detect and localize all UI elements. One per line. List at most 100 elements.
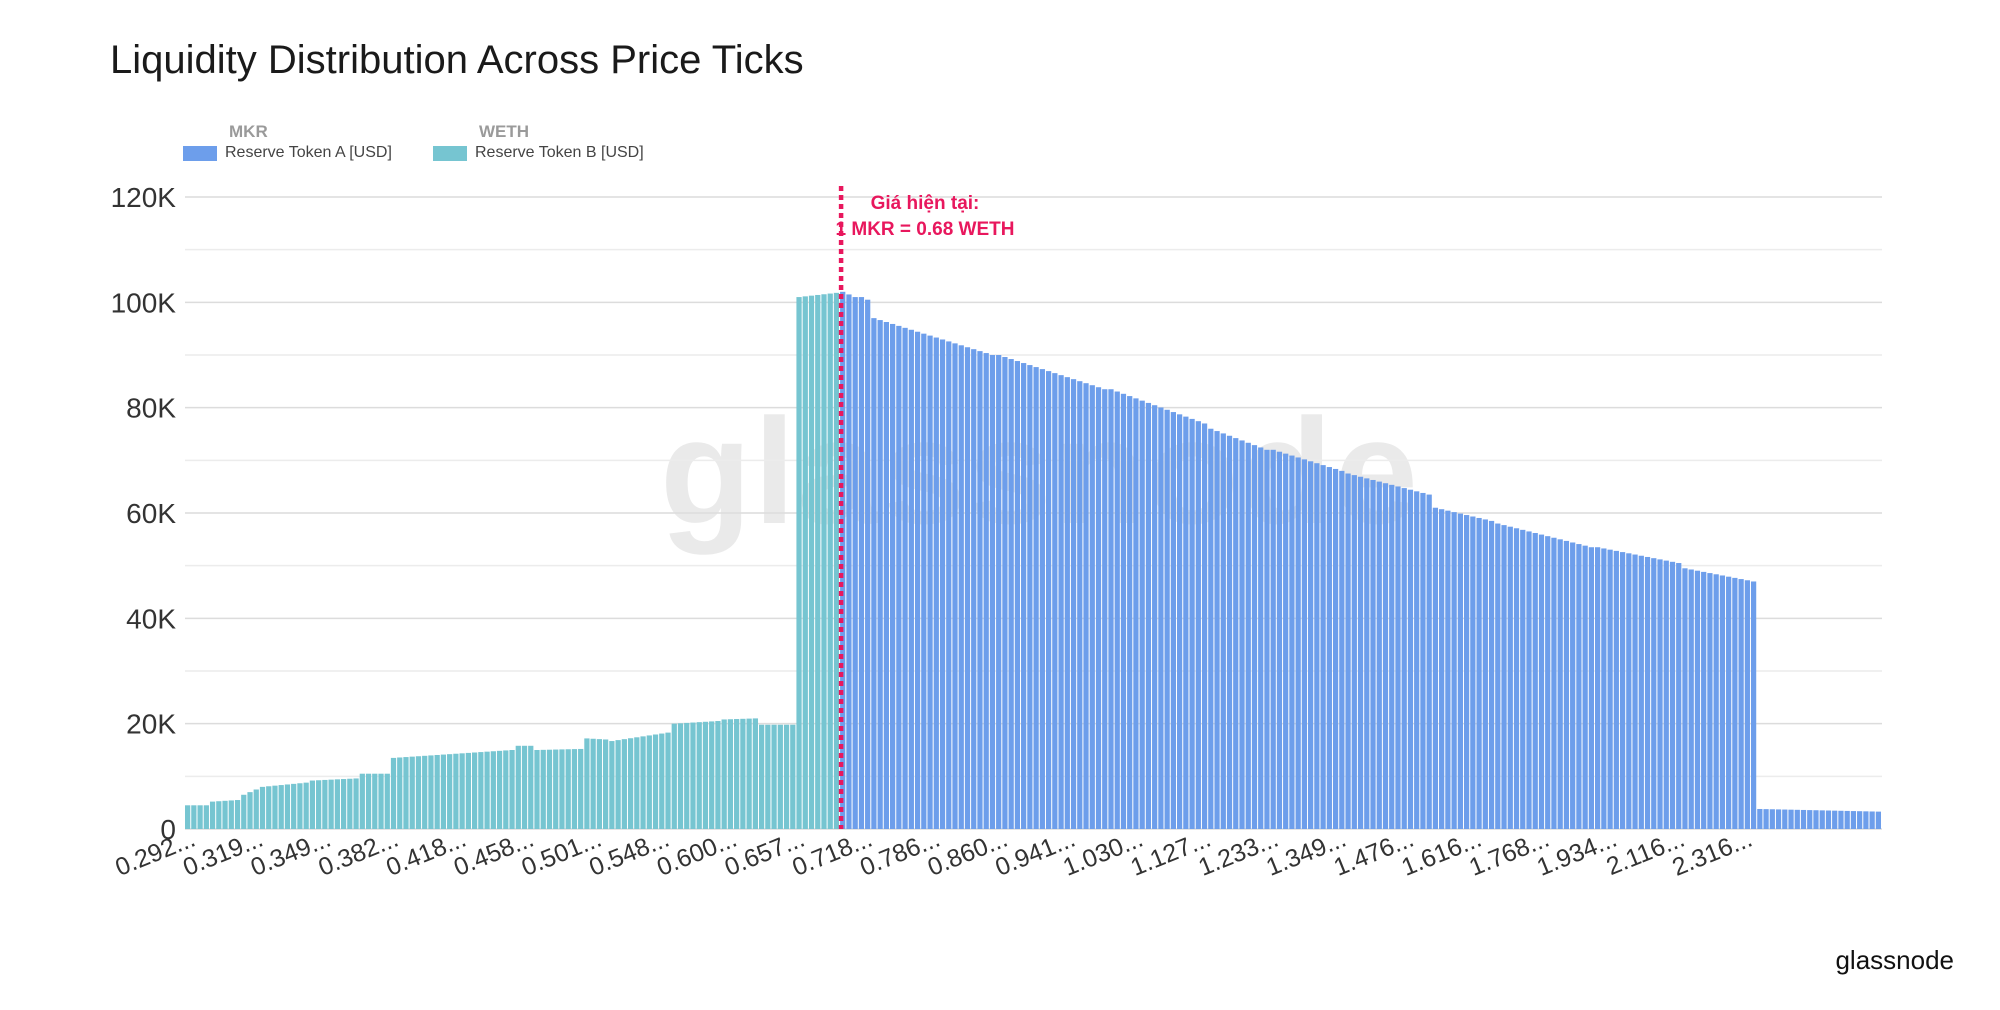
bar-token-a — [1788, 809, 1794, 829]
bar-token-b — [659, 733, 665, 829]
bar-token-b — [546, 749, 553, 829]
bar-token-b — [322, 779, 328, 829]
bar-token-a — [1794, 809, 1800, 829]
bar-token-b — [422, 755, 428, 829]
bar-token-a — [1183, 416, 1189, 829]
bar-token-a — [1457, 513, 1463, 829]
bar-token-b — [528, 745, 534, 829]
bar-token-a — [1507, 526, 1513, 829]
bar-token-b — [715, 721, 721, 829]
bar-token-b — [334, 779, 340, 829]
bar-token-b — [833, 292, 840, 830]
bar-token-a — [1819, 810, 1825, 829]
bar-token-a — [1351, 475, 1357, 829]
bar-token-b — [540, 749, 546, 829]
legend-series-weth: WETH — [479, 122, 530, 141]
bar-token-a — [883, 322, 889, 829]
bar-token-a — [1682, 568, 1688, 829]
bar-token-b — [796, 297, 802, 829]
bar-token-b — [316, 780, 322, 829]
bar-token-b — [509, 750, 515, 829]
current-price-value: 1 MKR = 0.68 WETH — [836, 219, 1015, 240]
bar-token-b — [434, 754, 440, 829]
bar-token-b — [259, 786, 266, 829]
bar-token-b — [459, 753, 465, 829]
bar-token-b — [590, 738, 596, 829]
bar-token-b — [415, 756, 422, 829]
bar-token-a — [1551, 537, 1557, 829]
bar-token-a — [1239, 440, 1245, 829]
bar-token-b — [372, 773, 378, 829]
bar-token-a — [1719, 575, 1726, 829]
bar-token-b — [640, 736, 646, 829]
bar-token-a — [1158, 407, 1164, 829]
bar-token-b — [771, 724, 777, 829]
bar-token-a — [890, 323, 896, 829]
bar-token-b — [665, 732, 671, 829]
bar-token-b — [284, 784, 291, 829]
bar-token-a — [1613, 550, 1619, 829]
bar-token-b — [490, 751, 496, 829]
bar-token-b — [746, 718, 752, 829]
bar-token-a — [1370, 479, 1376, 829]
bar-token-b — [783, 724, 790, 829]
annotation-layer: Giá hiện tại: 1 MKR = 0.68 WETH — [836, 186, 1015, 829]
bar-token-a — [1807, 810, 1813, 829]
bar-token-a — [977, 351, 983, 829]
bar-token-a — [1669, 561, 1676, 829]
bar-token-b — [228, 800, 234, 829]
bar-token-a — [1251, 445, 1258, 829]
bar-token-a — [1863, 811, 1869, 829]
bar-token-a — [1738, 579, 1744, 829]
bar-token-b — [384, 773, 390, 829]
bar-token-a — [1208, 428, 1214, 829]
bar-token-a — [1376, 481, 1382, 829]
bar-token-a — [1027, 365, 1033, 829]
bar-token-b — [241, 794, 247, 829]
bar-token-a — [1726, 576, 1732, 829]
y-tick-label: 40K — [126, 603, 176, 634]
bar-token-b — [253, 789, 259, 829]
bar-token-a — [989, 355, 996, 829]
bar-token-a — [1357, 476, 1364, 829]
bar-token-a — [1526, 531, 1532, 829]
bar-token-a — [1495, 523, 1501, 829]
bar-token-b — [584, 738, 590, 829]
bar-token-a — [1763, 809, 1769, 829]
bar-token-a — [1245, 442, 1251, 829]
bar-token-a — [1070, 379, 1077, 829]
bar-token-b — [503, 750, 509, 829]
bar-token-a — [1021, 363, 1027, 829]
bar-token-a — [939, 339, 946, 829]
bar-token-b — [328, 779, 334, 829]
bar-token-a — [1289, 455, 1295, 829]
bar-token-a — [1557, 539, 1563, 829]
bar-token-a — [1201, 423, 1208, 829]
bar-token-a — [1825, 810, 1832, 829]
bar-token-a — [1139, 400, 1145, 829]
bar-token-b — [821, 294, 827, 829]
bars-layer — [185, 291, 1881, 830]
bar-token-a — [1844, 810, 1850, 829]
bar-token-b — [790, 724, 796, 829]
bar-token-b — [634, 737, 640, 829]
bar-token-b — [278, 785, 284, 829]
bar-token-a — [1619, 552, 1626, 829]
bar-token-b — [565, 749, 571, 829]
bar-token-a — [946, 341, 952, 829]
y-axis: 0 20K 40K 60K 80K 100K 120K — [111, 182, 177, 845]
bar-token-a — [1694, 570, 1701, 829]
bar-token-b — [696, 722, 702, 829]
bar-token-a — [1588, 547, 1595, 829]
bar-token-b — [465, 752, 471, 829]
x-tick-label: 2.316... — [1668, 825, 1756, 882]
bar-token-b — [397, 757, 403, 829]
bar-token-a — [1545, 536, 1551, 829]
bar-token-a — [1233, 438, 1239, 829]
bar-token-a — [1120, 393, 1127, 829]
bar-token-a — [1014, 361, 1021, 829]
bar-token-b — [596, 739, 603, 829]
bar-token-b — [303, 782, 309, 829]
bar-token-a — [996, 355, 1002, 829]
bar-token-a — [971, 349, 977, 829]
